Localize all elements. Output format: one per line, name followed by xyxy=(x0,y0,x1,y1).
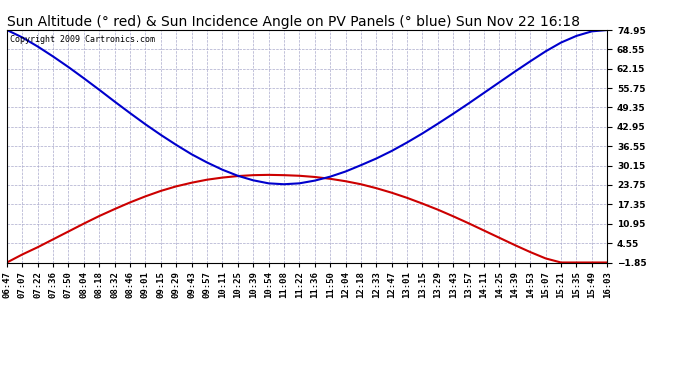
Text: Copyright 2009 Cartronics.com: Copyright 2009 Cartronics.com xyxy=(10,34,155,44)
Text: Sun Altitude (° red) & Sun Incidence Angle on PV Panels (° blue) Sun Nov 22 16:1: Sun Altitude (° red) & Sun Incidence Ang… xyxy=(7,15,580,29)
